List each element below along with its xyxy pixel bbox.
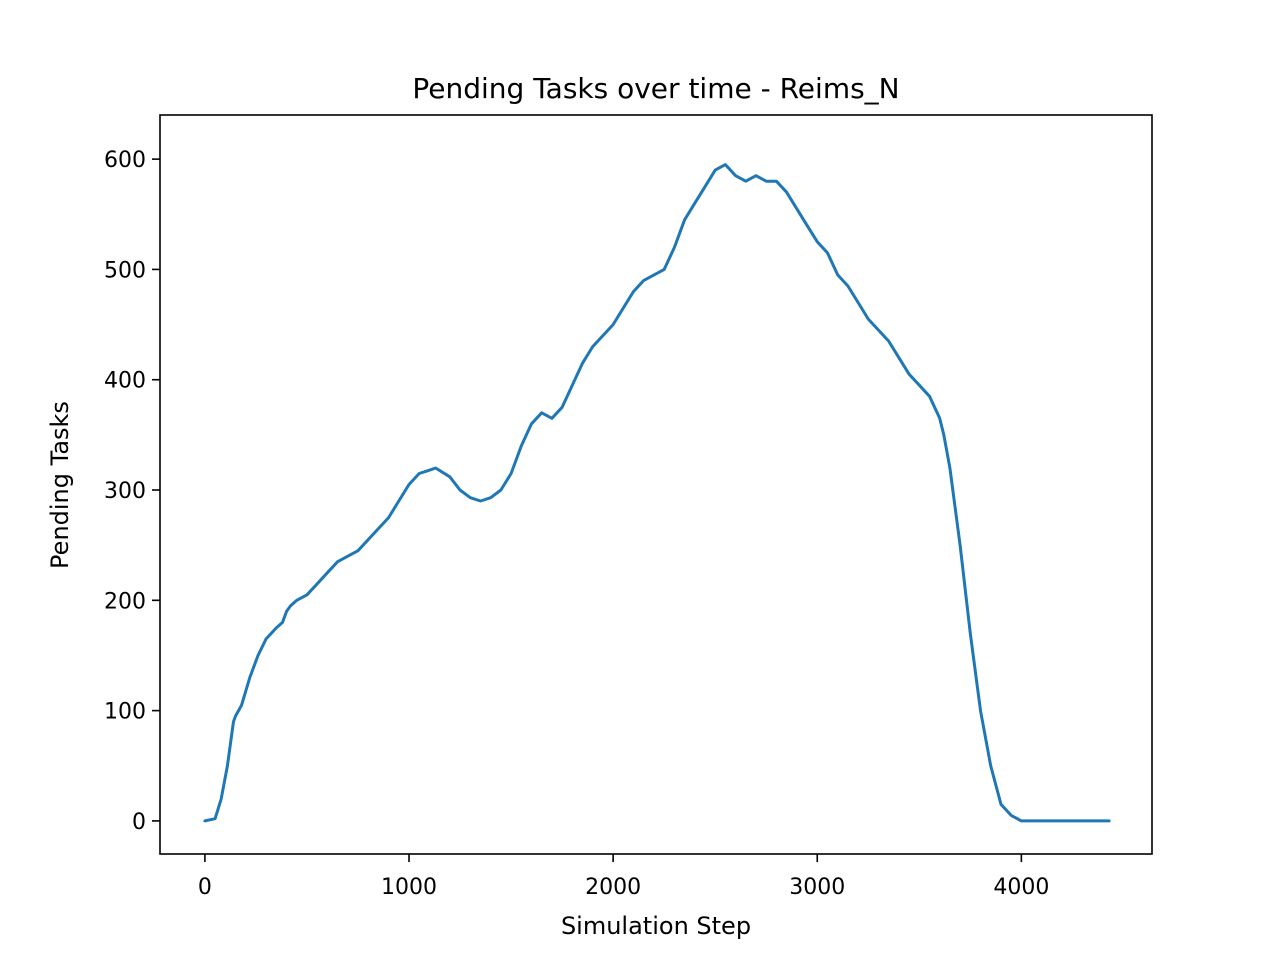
y-tick-label: 0 bbox=[132, 810, 146, 835]
x-tick-label: 2000 bbox=[585, 875, 641, 900]
y-axis: 0 100 200 300 400 500 600 bbox=[104, 148, 160, 835]
y-tick-label: 200 bbox=[104, 589, 146, 614]
y-tick-label: 600 bbox=[104, 148, 146, 173]
x-tick-label: 4000 bbox=[993, 875, 1049, 900]
y-tick-label: 300 bbox=[104, 479, 146, 504]
y-tick-label: 500 bbox=[104, 258, 146, 283]
x-axis-label: Simulation Step bbox=[561, 912, 751, 940]
x-tick-label: 1000 bbox=[381, 875, 437, 900]
x-tick-label: 3000 bbox=[789, 875, 845, 900]
chart-title: Pending Tasks over time - Reims_N bbox=[412, 72, 899, 105]
y-axis-label: Pending Tasks bbox=[46, 401, 74, 569]
y-tick-label: 400 bbox=[104, 369, 146, 394]
x-tick-label: 0 bbox=[198, 875, 212, 900]
y-tick-label: 100 bbox=[104, 700, 146, 725]
plot-area-frame bbox=[159, 114, 1153, 855]
series-line-pending-tasks bbox=[203, 163, 1111, 823]
x-axis: 0 1000 2000 3000 4000 bbox=[198, 854, 1049, 900]
